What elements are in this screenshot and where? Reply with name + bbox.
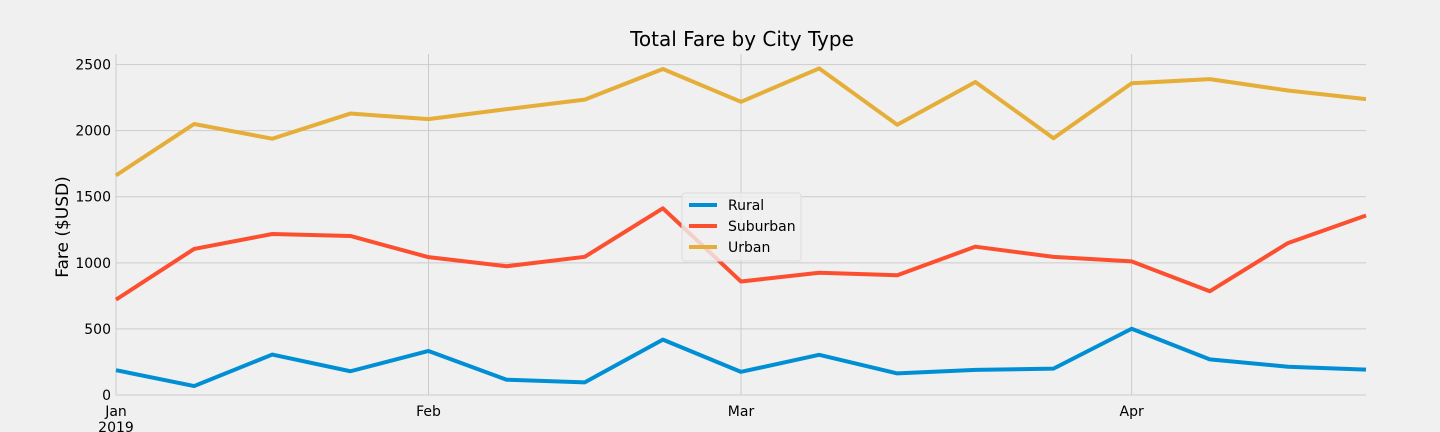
y-tick-label: 1000 — [75, 256, 111, 272]
y-tick-label: 500 — [84, 322, 111, 338]
x-tick-label: Feb — [416, 404, 441, 420]
y-tick-label: 0 — [102, 388, 111, 404]
series-line-suburban — [114, 206, 1367, 302]
legend-label-urban: Urban — [728, 240, 770, 256]
x-tick-sublabel: 2019 — [98, 420, 134, 432]
series-line-urban — [114, 66, 1367, 178]
y-axis-label: Fare ($USD) — [53, 176, 73, 278]
series-layer — [114, 66, 1367, 389]
x-tick-label: Mar — [728, 404, 755, 420]
chart-title: Total Fare by City Type — [629, 27, 854, 51]
legend-box — [681, 192, 802, 262]
y-tick-label: 2000 — [75, 124, 111, 140]
y-tick-label: 1500 — [75, 190, 111, 206]
legend-label-suburban: Suburban — [728, 219, 796, 235]
legend-label-rural: Rural — [728, 198, 764, 214]
legend: Rural Suburban Urban — [681, 192, 802, 262]
x-tick-label: Jan — [104, 404, 127, 420]
gridlines — [115, 54, 1366, 396]
x-tick-label: Apr — [1120, 404, 1144, 420]
series-line-rural — [115, 326, 1367, 389]
y-tick-label: 2500 — [75, 58, 111, 74]
